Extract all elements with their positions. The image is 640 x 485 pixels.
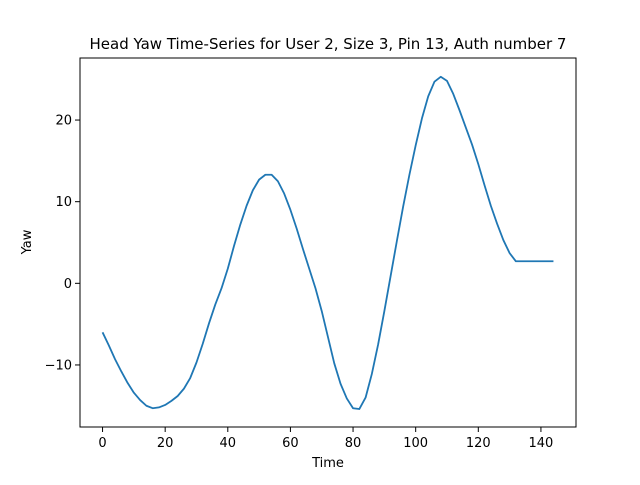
x-axis-label: Time xyxy=(311,456,344,471)
chart-title: Head Yaw Time-Series for User 2, Size 3,… xyxy=(90,35,567,53)
x-tick-label: 100 xyxy=(403,436,428,451)
y-tick-label: 20 xyxy=(55,114,72,129)
x-axis: 0 20 40 60 80 100 120 140 xyxy=(98,427,553,451)
x-tick-label: 140 xyxy=(529,436,554,451)
x-tick-label: 40 xyxy=(220,436,237,451)
y-tick-label: 0 xyxy=(64,277,72,292)
series-line-0 xyxy=(101,75,554,410)
y-tick-label: 10 xyxy=(55,195,72,210)
x-tick-label: 0 xyxy=(98,436,106,451)
x-tick-label: 60 xyxy=(282,436,299,451)
x-tick-label: 80 xyxy=(345,436,362,451)
x-tick-label: 120 xyxy=(466,436,491,451)
y-axis-label: Yaw xyxy=(20,229,35,255)
y-axis: −10 0 10 20 xyxy=(45,114,80,373)
plot-area xyxy=(101,75,554,410)
x-tick-label: 20 xyxy=(157,436,174,451)
y-tick-label: −10 xyxy=(45,358,72,373)
axes-frame xyxy=(79,57,577,428)
